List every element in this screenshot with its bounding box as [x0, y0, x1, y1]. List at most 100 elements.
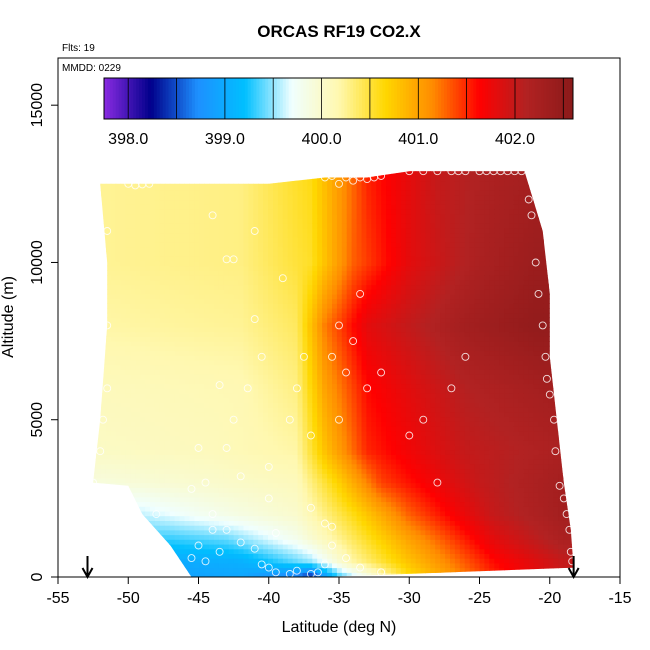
heatmap-cell [248, 440, 254, 446]
heatmap-cell [327, 246, 333, 252]
heatmap-cell [209, 444, 215, 451]
heatmap-cell [194, 289, 200, 295]
heatmap-cell [307, 199, 313, 205]
heatmap-cell [292, 426, 299, 432]
heatmap-cell [223, 553, 230, 559]
heatmap-cell [277, 402, 284, 408]
heatmap-cell [218, 435, 225, 441]
heatmap-cell [209, 194, 215, 201]
heatmap-cell [263, 336, 269, 342]
heatmap-cell [199, 284, 205, 290]
heatmap-cell [238, 393, 244, 399]
heatmap-cell [292, 223, 299, 229]
heatmap-cell [273, 284, 279, 290]
heatmap-cell [243, 388, 249, 394]
heatmap-cell [268, 407, 274, 413]
heatmap-cell [105, 209, 112, 215]
heatmap-cell [332, 548, 338, 554]
heatmap-cell [287, 492, 294, 498]
heatmap-cell [277, 265, 284, 271]
heatmap-cell [105, 388, 112, 394]
heatmap-cell [228, 364, 235, 370]
heatmap-cell [214, 275, 220, 281]
heatmap-cell [361, 303, 367, 309]
heatmap-cell [292, 440, 299, 446]
heatmap-cell [361, 525, 367, 531]
heatmap-cell [174, 430, 181, 436]
heatmap-cell [322, 501, 328, 507]
heatmap-cell [336, 242, 343, 248]
heatmap-cell [174, 510, 181, 517]
heatmap-cell [169, 317, 176, 323]
heatmap-cell [341, 227, 348, 234]
heatmap-cell [273, 256, 279, 262]
heatmap-cell [258, 393, 264, 399]
heatmap-cell [327, 402, 333, 408]
heatmap-cell [169, 430, 176, 436]
heatmap-cell [120, 378, 126, 385]
heatmap-cell [199, 204, 205, 210]
heatmap-cell [322, 237, 328, 243]
heatmap-cell [204, 553, 210, 559]
heatmap-cell [209, 562, 215, 569]
heatmap-cell [120, 364, 126, 370]
heatmap-cell [312, 501, 318, 507]
heatmap-cell [135, 374, 141, 380]
heatmap-cell [277, 345, 284, 352]
heatmap-cell [214, 378, 220, 385]
heatmap-cell [100, 426, 107, 432]
heatmap-cell [169, 345, 176, 352]
heatmap-cell [174, 487, 181, 493]
heatmap-cell [228, 426, 235, 432]
heatmap-cell [361, 482, 367, 488]
heatmap-cell [273, 407, 279, 413]
heatmap-cell [263, 204, 269, 210]
heatmap-cell [204, 213, 210, 219]
heatmap-cell [268, 454, 274, 460]
heatmap-cell [312, 553, 318, 559]
heatmap-cell [164, 383, 171, 389]
heatmap-cell [258, 256, 264, 262]
heatmap-cell [336, 289, 343, 295]
heatmap-cell [258, 496, 264, 503]
heatmap-cell [135, 237, 141, 243]
heatmap-cell [120, 317, 126, 323]
heatmap-cell [248, 421, 254, 427]
heatmap-cell [209, 355, 215, 361]
heatmap-cell [184, 336, 190, 342]
heatmap-cell [145, 232, 151, 238]
heatmap-cell [199, 454, 205, 460]
heatmap-cell [179, 402, 185, 408]
heatmap-cell [120, 411, 126, 418]
heatmap-cell [194, 345, 200, 352]
heatmap-cell [307, 487, 313, 493]
heatmap-cell [105, 411, 112, 418]
heatmap-cell [336, 463, 343, 470]
heatmap-cell [361, 369, 367, 375]
heatmap-cell [164, 355, 171, 361]
heatmap-cell [159, 444, 166, 451]
heatmap-cell [351, 303, 358, 309]
heatmap-cell [336, 312, 343, 319]
heatmap-cell [341, 544, 348, 550]
heatmap-cell [110, 444, 117, 451]
heatmap-cell [150, 430, 156, 436]
heatmap-cell [209, 482, 215, 488]
heatmap-cell [351, 544, 358, 550]
heatmap-cell [199, 345, 205, 352]
heatmap-cell [228, 482, 235, 488]
heatmap-cell [199, 430, 205, 436]
heatmap-cell [120, 199, 126, 205]
heatmap-cell [194, 227, 200, 234]
heatmap-cell [273, 463, 279, 470]
heatmap-cell [159, 426, 166, 432]
heatmap-cell [120, 232, 126, 238]
heatmap-cell [184, 308, 190, 314]
heatmap-cell [327, 539, 333, 545]
heatmap-cell [297, 534, 304, 540]
heatmap-cell [110, 237, 117, 243]
heatmap-cell [263, 553, 269, 559]
heatmap-cell [282, 355, 289, 361]
heatmap-cell [327, 279, 333, 286]
heatmap-cell [159, 289, 166, 295]
